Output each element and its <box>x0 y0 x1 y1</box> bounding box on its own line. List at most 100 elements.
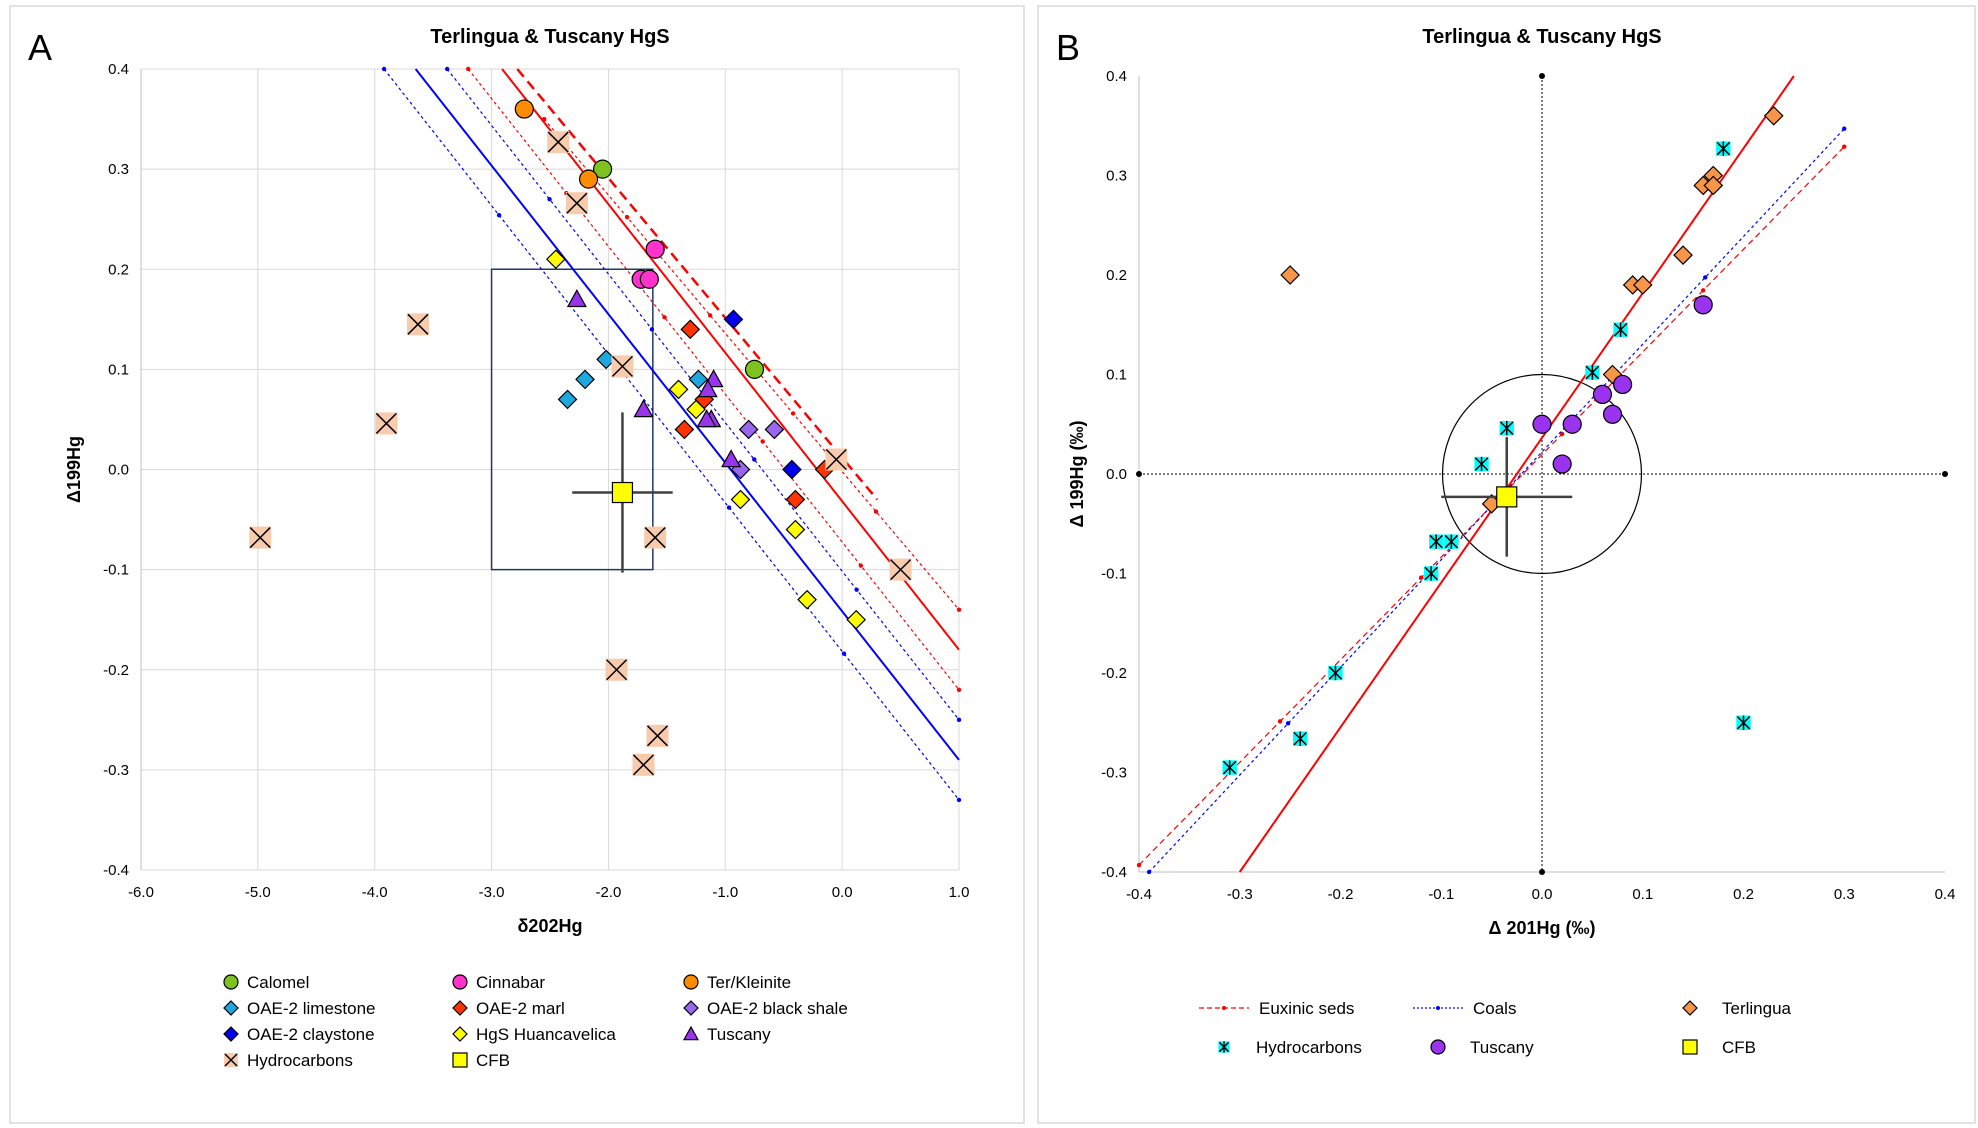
line-marker <box>858 563 864 568</box>
legend-label: Terlingua <box>1722 999 1792 1018</box>
marker-x <box>547 131 569 153</box>
x-axis-label: Δ 201Hg (‰) <box>1489 918 1596 938</box>
y-tick-label: 0.3 <box>1106 168 1127 185</box>
legend-marker <box>452 974 468 990</box>
line-marker <box>444 66 450 72</box>
data-point <box>674 419 695 440</box>
x-tick-label: -3.0 <box>479 884 505 901</box>
line-marker <box>956 607 962 612</box>
data-point <box>1293 731 1308 746</box>
data-point <box>744 359 765 379</box>
data-point <box>1613 322 1628 337</box>
legend-marker <box>452 1026 468 1042</box>
series-calomel <box>592 159 765 379</box>
series-hydrocarbons <box>1222 141 1751 775</box>
y-tick-label: -0.3 <box>1101 765 1127 782</box>
line-marker <box>956 797 962 803</box>
data-point <box>738 419 759 440</box>
legend-label: Tuscany <box>1470 1038 1534 1057</box>
x-tick-label: -0.1 <box>1428 886 1454 903</box>
panel-A: A Terlingua & Tuscany HgS -6.0 -5.0 -4.0 -3.0… <box>9 5 1025 1124</box>
legend-label: OAE-2 limestone <box>247 999 376 1018</box>
marker-asterisk <box>1293 731 1307 746</box>
data-point <box>721 449 742 468</box>
x-tick-label: -0.4 <box>1126 886 1152 903</box>
legend-marker <box>683 974 699 990</box>
data-point <box>645 239 665 259</box>
data-point <box>633 399 654 418</box>
x-tick-label: -0.2 <box>1328 886 1354 903</box>
data-point <box>1444 534 1459 549</box>
line-marker <box>1418 575 1424 580</box>
legend: Calomel Cinnabar Ter/Kleinite OAE-2 limesto… <box>223 973 848 1070</box>
data-point <box>680 319 701 340</box>
y-tick-label: 0.4 <box>1106 68 1127 85</box>
x-tick-label: -2.0 <box>595 884 621 901</box>
legend-label: OAE-2 claystone <box>247 1025 375 1044</box>
chart-title: Terlingua & Tuscany HgS <box>1422 26 1661 48</box>
line-marker <box>624 214 630 220</box>
x-tick-label: -6.0 <box>128 884 154 901</box>
y-tick-label: -0.4 <box>1101 864 1127 881</box>
data-point <box>785 489 806 510</box>
y-tick-label: -0.1 <box>103 562 129 579</box>
line-marker <box>547 196 552 202</box>
axis-end-dot <box>1136 471 1142 477</box>
data-point <box>644 526 667 549</box>
legend-marker <box>223 974 239 990</box>
legend-item: OAE-2 limestone <box>223 999 376 1018</box>
data-point <box>686 399 706 420</box>
panel-label: A <box>28 27 52 68</box>
regression-line <box>516 68 879 501</box>
legend-label: Tuscany <box>707 1025 771 1044</box>
y-tick-label: 0.2 <box>108 261 129 278</box>
line-marker <box>854 587 859 592</box>
data-point <box>1602 404 1623 424</box>
line-marker <box>1146 869 1152 875</box>
legend-item: Euxinic seds <box>1199 999 1354 1018</box>
data-point <box>592 159 613 179</box>
legend-marker <box>1430 1039 1446 1055</box>
x-tick-label: -0.3 <box>1227 886 1253 903</box>
legend-marker <box>224 1053 238 1067</box>
line-marker <box>1701 288 1706 293</box>
legend-marker <box>223 1026 239 1042</box>
legend-label: CFB <box>476 1051 510 1070</box>
legend-item: Ter/Kleinite <box>683 973 791 992</box>
x-tick-label: -4.0 <box>362 884 388 901</box>
marker-asterisk <box>1716 141 1731 156</box>
line-marker <box>466 66 471 72</box>
legend-item: Hydrocarbons <box>1218 1038 1362 1057</box>
data-point <box>578 169 599 189</box>
legend-label: HgS Huancavelica <box>476 1025 616 1044</box>
data-point <box>1496 486 1518 508</box>
legend-label: Cinnabar <box>476 973 545 992</box>
data-point <box>696 409 717 428</box>
legend-line-marker <box>1436 1006 1440 1010</box>
legend-marker <box>452 1052 468 1068</box>
legend-item: OAE-2 claystone <box>223 1025 375 1044</box>
line-marker <box>760 439 765 444</box>
legend-item: Tuscany <box>682 1025 771 1044</box>
data-point <box>1673 245 1693 265</box>
data-point <box>646 724 669 747</box>
x-tick-label: -1.0 <box>712 884 738 901</box>
legend-item: CFB <box>452 1051 510 1070</box>
x-tick-label: 0.3 <box>1834 886 1855 903</box>
line-marker <box>956 717 962 723</box>
legend-label: Calomel <box>247 973 309 992</box>
legend-item: Cinnabar <box>452 973 545 992</box>
data-point <box>1499 421 1514 436</box>
data-point <box>1222 760 1237 775</box>
y-tick-label: -0.4 <box>103 862 129 879</box>
y-axis-label: Δ 199Hg (‰) <box>1067 421 1087 528</box>
line-marker <box>496 212 502 218</box>
data-point <box>782 459 802 480</box>
series-cinnabar <box>631 239 665 289</box>
x-tick-label: -5.0 <box>245 884 271 901</box>
data-point <box>547 131 570 154</box>
line-marker <box>1842 144 1847 149</box>
y-tick-label: -0.2 <box>1101 665 1127 682</box>
series-tuscany <box>566 289 742 468</box>
data-point <box>1763 105 1784 126</box>
